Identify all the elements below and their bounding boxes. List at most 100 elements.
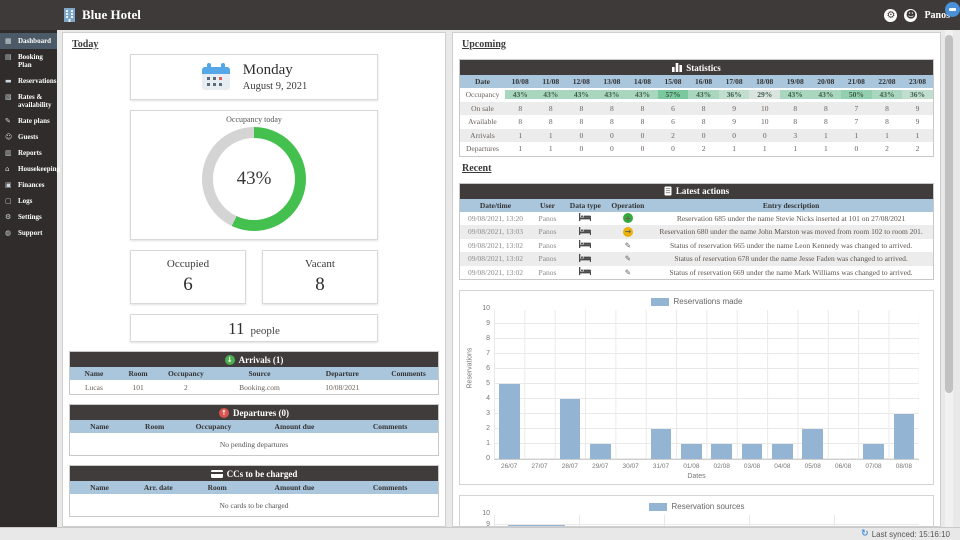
latest-actions-table-title: Latest actions [460, 183, 933, 199]
statistics-row-available: Available 8 8 8 8 8 6 8 9 10 8 8 7 8 9 [460, 115, 933, 129]
sidebar: ▦ Dashboard ▤ Booking Plan ▬ Reservations ▧ Rat… [0, 0, 60, 527]
sidebar-item-housekeeping[interactable]: ⌂ Housekeeping [0, 161, 60, 177]
departures-table: ↑ Departures (0) Name Room Occupancy Amount… [69, 404, 439, 456]
chart-legend[interactable]: Reservation sources [468, 502, 925, 511]
chat-widget-icon[interactable] [945, 2, 960, 17]
date-card: Monday August 9, 2021 [130, 54, 378, 100]
y-tick: 1 [486, 440, 490, 447]
arrivals-table-title: ↓ Arrivals (1) [70, 352, 438, 367]
occupancy-donut-chart[interactable]: 43% [202, 127, 306, 231]
y-tick: 8 [486, 335, 490, 342]
date-full: August 9, 2021 [242, 81, 308, 92]
bar[interactable] [711, 444, 733, 459]
bar[interactable] [863, 444, 884, 459]
y-tick: 4 [486, 395, 490, 402]
user-name[interactable]: Panos [924, 9, 950, 21]
document-icon [664, 186, 672, 196]
statistics-row-arrivals: Arrivals 1 1 0 0 0 2 0 0 0 3 1 1 1 1 [460, 128, 933, 142]
settings-icon: ⚙ [5, 213, 12, 221]
table-empty-message: No pending departures [70, 433, 438, 455]
y-tick: 7 [486, 350, 490, 357]
hotel-icon [64, 8, 75, 22]
x-axis: 26/07 27/07 28/07 29/07 30/07 31/07 01/08 02/08… [501, 463, 912, 470]
gear-icon[interactable]: ⚙ [884, 8, 898, 22]
legend-label: Reservation sources [671, 502, 745, 511]
reservation-sources-chart: Reservation sources012345678910 [459, 495, 934, 526]
user-avatar-icon[interactable]: ☻ [904, 8, 918, 22]
status-bar: ↻ Last synced: 15:16:10 [0, 527, 960, 540]
bar[interactable] [650, 429, 672, 459]
sidebar-item-finances[interactable]: ▣ Finances [0, 177, 57, 193]
legend-swatch-icon [648, 502, 667, 511]
statistics-header: Date 10/08 11/08 12/08 13/08 14/08 15/08 16/08 1… [460, 75, 933, 88]
insert-icon: + [622, 213, 633, 224]
vacant-label: Vacant [305, 258, 335, 270]
bar[interactable] [741, 444, 763, 459]
bar[interactable] [681, 444, 702, 459]
latest-actions-table: Latest actions Date/time User Data type Ope… [459, 182, 934, 280]
today-section-label: Today [72, 39, 99, 50]
arrivals-table: ↓ Arrivals (1) Name Room Occupancy Source De… [69, 351, 439, 395]
bed-icon [579, 267, 592, 276]
statistics-table: Statistics Date 10/08 11/08 12/08 13/08 14/08… [459, 59, 934, 157]
move-icon: → [622, 226, 633, 237]
sidebar-item-label: Guests [18, 133, 39, 141]
edit-pencil-icon: ✎ [624, 254, 632, 264]
right-scrollbar[interactable] [945, 30, 953, 527]
today-panel: Today Monday August 9, 2021 Occupancy to… [62, 32, 446, 527]
x-axis-title: Dates [687, 473, 706, 480]
recent-section-label: Recent [462, 162, 492, 174]
chart-legend[interactable]: Reservations made [468, 297, 925, 306]
bar[interactable] [802, 429, 824, 459]
y-tick: 6 [486, 365, 490, 372]
occupied-label: Occupied [166, 258, 210, 270]
legend-label: Reservations made [673, 297, 743, 306]
finances-icon: ▣ [5, 181, 12, 189]
bar[interactable] [498, 384, 520, 459]
y-tick: 5 [486, 380, 490, 387]
sidebar-item-logs[interactable]: ▢ Logs [0, 193, 57, 209]
bar[interactable] [589, 444, 611, 459]
people-value: 11 [228, 319, 245, 338]
bar[interactable] [772, 444, 793, 459]
arrival-down-icon: ↓ [224, 354, 235, 365]
sidebar-item-label: Settings [18, 213, 42, 221]
scrollbar-thumb[interactable] [945, 35, 953, 393]
sync-icon[interactable]: ↻ [861, 529, 869, 539]
sidebar-item-reservations[interactable]: ▬ Reservations [0, 73, 57, 89]
people-card: 11 people [130, 314, 378, 342]
rate-plans-icon: ✎ [5, 117, 11, 125]
sidebar-item-label: Reservations [18, 77, 57, 85]
occupancy-label: Occupancy today [226, 115, 282, 124]
housekeeping-icon: ⌂ [5, 165, 10, 173]
statistics-row-occupancy: Occupancy 43% 43% 43% 43% 43% 57% 43% 36% 29% 43% 4… [460, 88, 933, 102]
people-label: people [250, 325, 280, 337]
table-header: Name Arr. date Room Amount due Comments [70, 481, 438, 494]
sidebar-item-rates-availability[interactable]: ▧ Rates & availability [0, 89, 57, 113]
latest-actions-row: 09/08/2021, 13:02 Panos ✎ Status of reserva… [460, 238, 933, 252]
sidebar-item-booking-plan[interactable]: ▤ Booking Plan [0, 49, 57, 73]
edit-pencil-icon: ✎ [624, 267, 632, 277]
sidebar-item-support[interactable]: ◍ Support [0, 225, 57, 241]
sidebar-item-dashboard[interactable]: ▦ Dashboard [0, 33, 57, 49]
bed-icon [579, 240, 592, 249]
sidebar-item-settings[interactable]: ⚙ Settings [0, 209, 57, 225]
occupancy-percent: 43% [236, 168, 272, 189]
sidebar-item-reports[interactable]: ▥ Reports [0, 145, 57, 161]
bar[interactable] [507, 525, 566, 526]
latest-actions-row: 09/08/2021, 13:03 Panos → Reservation 680 u… [460, 225, 933, 239]
last-synced-text: Last synced: 15:16:10 [871, 529, 950, 539]
y-tick: 2 [486, 425, 490, 432]
guest-icon: ☺ [5, 133, 13, 141]
sidebar-item-guests[interactable]: ☺ Guests [0, 129, 57, 145]
bar[interactable] [559, 399, 581, 459]
bar[interactable] [893, 414, 915, 459]
bed-icon [579, 253, 592, 262]
table-row: Lucas 101 2 Booking.com 10/08/2021 [70, 380, 438, 394]
sidebar-item-label: Rate plans [18, 117, 50, 125]
reservations-made-chart: Reservations made Reservations 0 1 2 3 4 5 6 7 8 9 1… [459, 290, 934, 485]
sidebar-item-label: Finances [18, 181, 45, 189]
sidebar-item-rate-plans[interactable]: ✎ Rate plans [0, 113, 57, 129]
